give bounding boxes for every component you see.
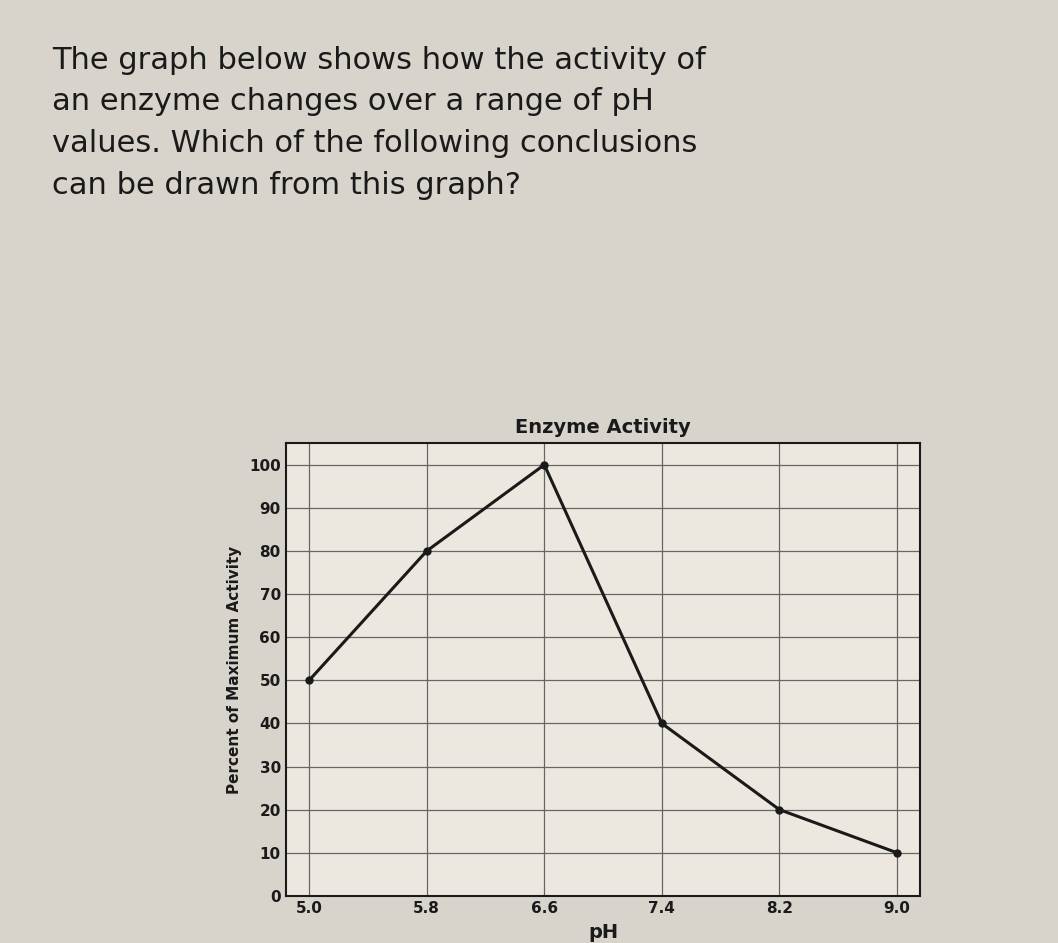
X-axis label: pH: pH	[588, 922, 618, 942]
Y-axis label: Percent of Maximum Activity: Percent of Maximum Activity	[227, 545, 242, 794]
Title: Enzyme Activity: Enzyme Activity	[515, 419, 691, 438]
Text: The graph below shows how the activity of
an enzyme changes over a range of pH
v: The graph below shows how the activity o…	[52, 45, 706, 200]
